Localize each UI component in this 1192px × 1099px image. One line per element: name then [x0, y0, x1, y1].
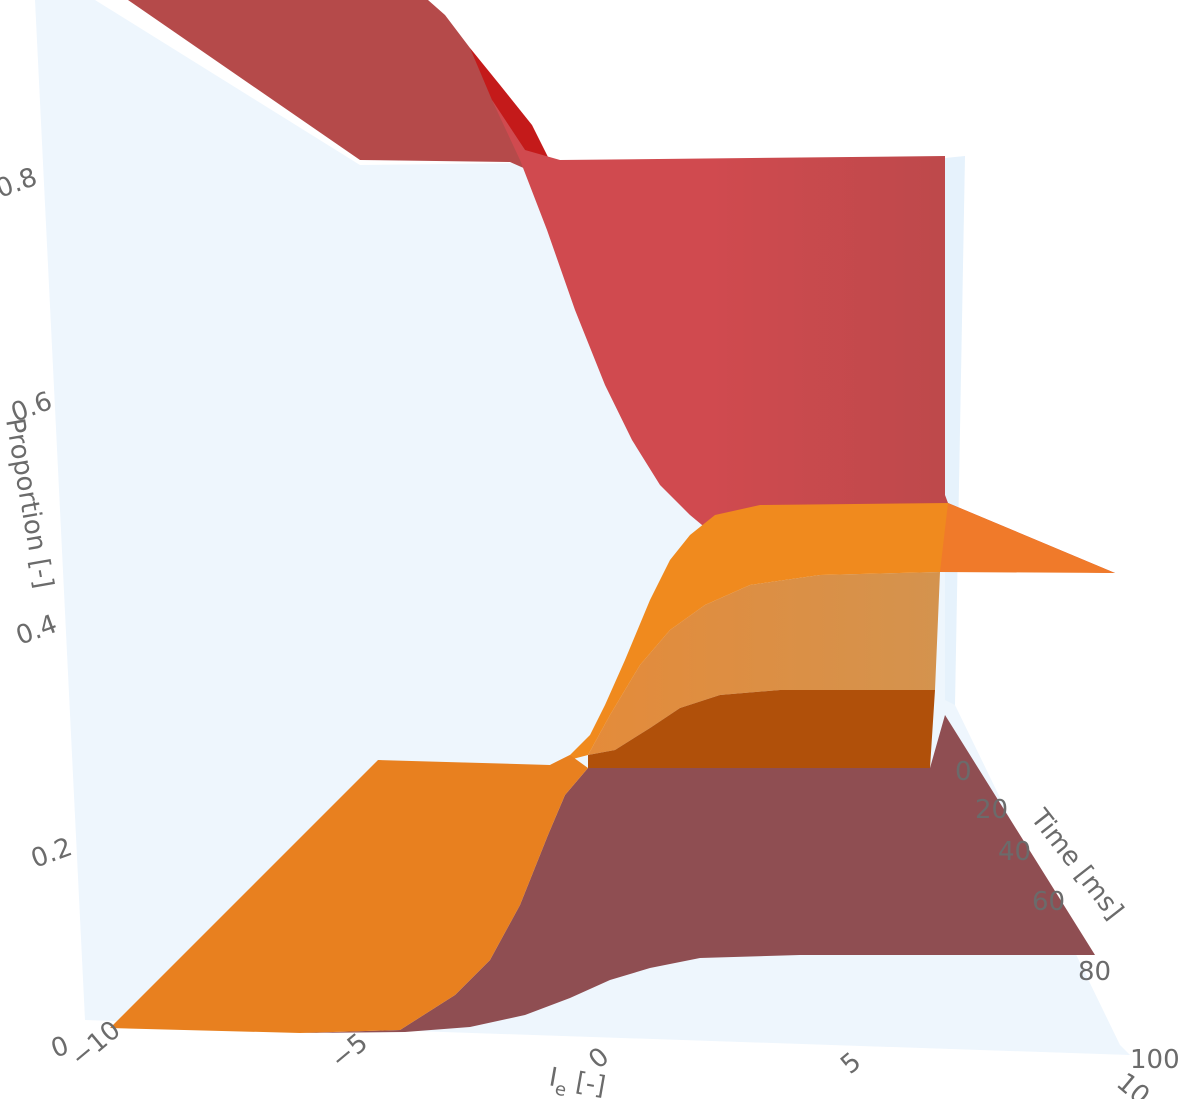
y-tick-0: 0 [955, 757, 972, 787]
z-tick-0.4: 0.4 [12, 609, 61, 651]
y-tick-100: 100 [1130, 1045, 1180, 1075]
x-tick-5: 5 [835, 1047, 867, 1081]
y-tick-80: 80 [1078, 957, 1111, 987]
y-tick-20: 20 [975, 795, 1008, 825]
orange-surface-mid-band [588, 572, 940, 755]
y-tick-60: 60 [1032, 887, 1065, 917]
z-tick-0.8: 0.8 [0, 162, 41, 204]
red-surface-front [492, 100, 1115, 573]
red-surface [128, 0, 1115, 573]
red-surface-top-strip [128, 0, 562, 185]
x-axis-title: Ie [-] [546, 1062, 608, 1099]
red-surface-fold [470, 48, 562, 185]
orange-surface [550, 503, 1115, 768]
orange-surface-front [550, 503, 948, 765]
dark-orange-band [588, 690, 935, 768]
z-tick-0.2: 0.2 [27, 832, 76, 874]
dark-red-floor [300, 715, 1095, 1033]
orange-floor-left [110, 755, 588, 1033]
x-tick-neg5: −5 [325, 1028, 374, 1076]
right-wall-pane [945, 156, 965, 705]
floor-surfaces [110, 715, 1095, 1033]
y-tick-40: 40 [998, 837, 1031, 867]
orange-surface-right-wing [940, 503, 1115, 573]
z-axis-title: Proportion [-] [0, 416, 59, 591]
